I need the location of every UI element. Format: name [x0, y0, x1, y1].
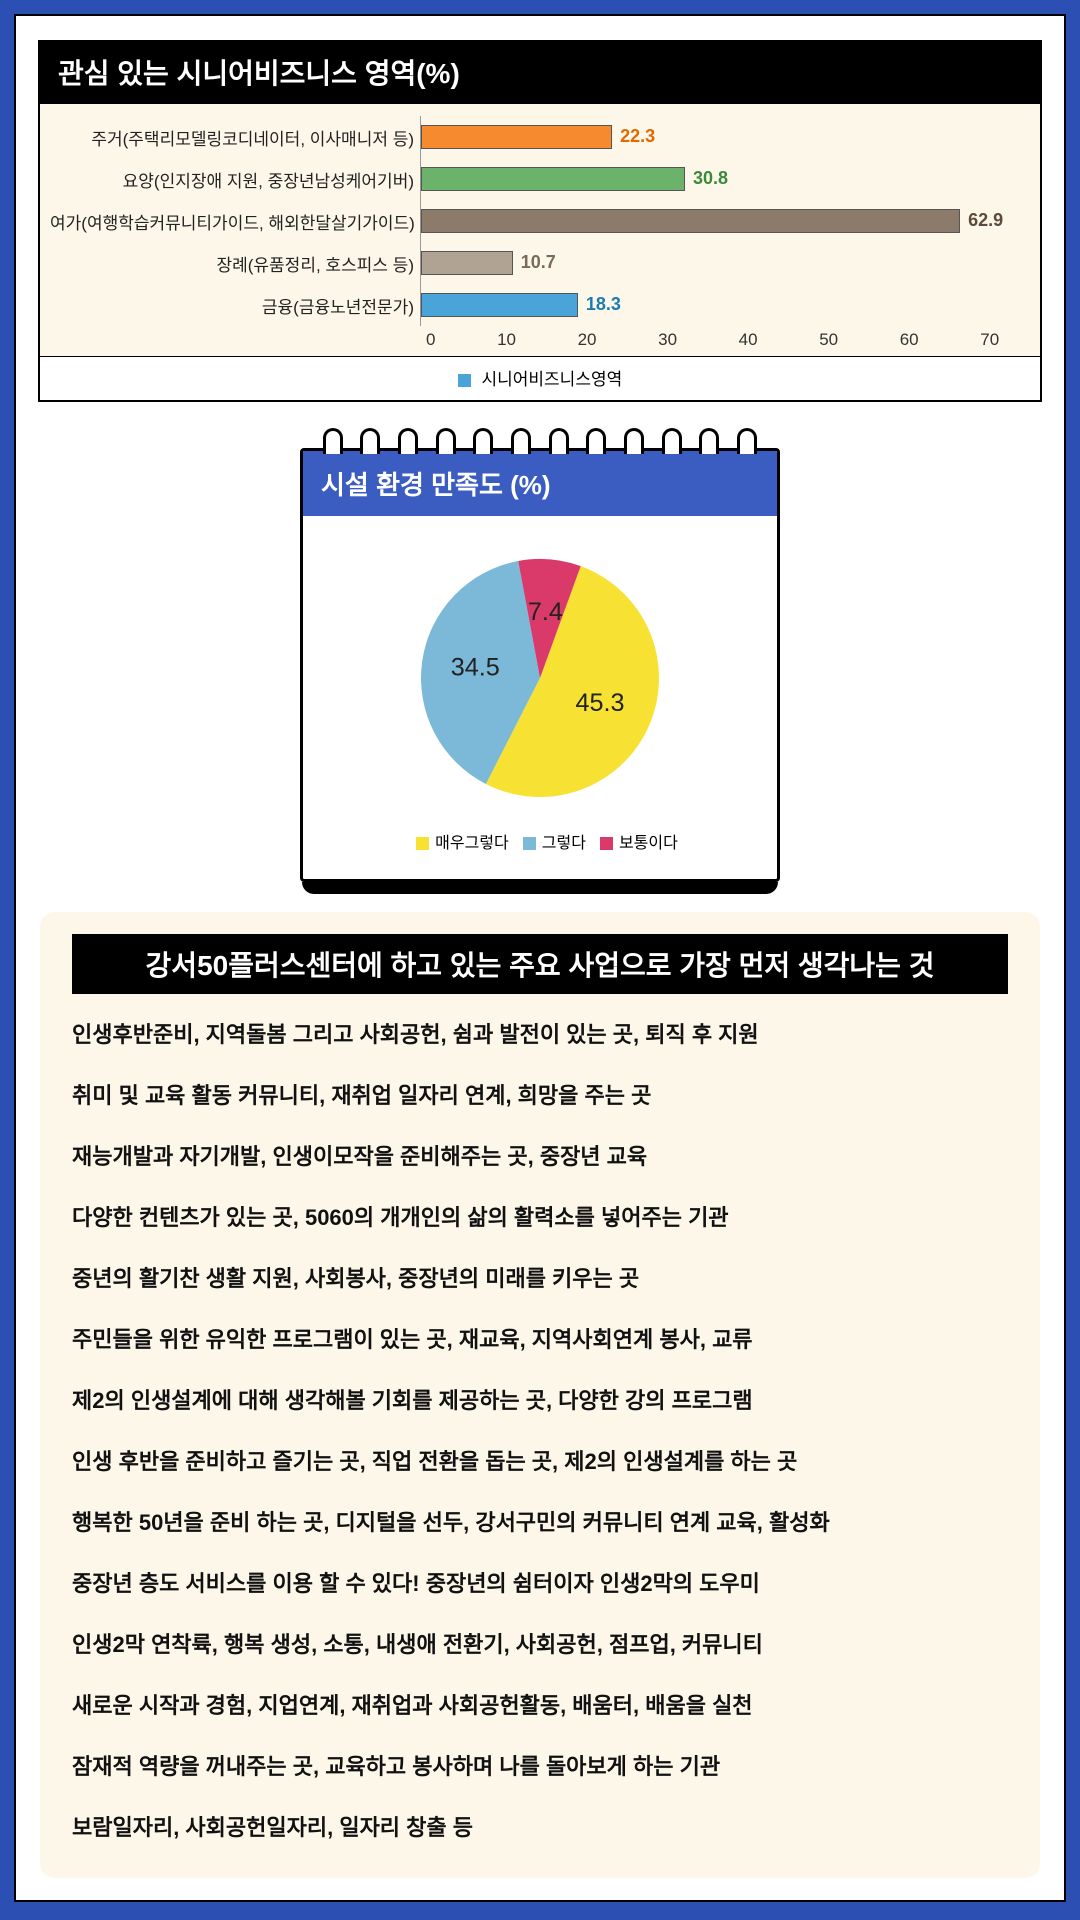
text-line: 재능개발과 자기개발, 인생이모작을 준비해주는 곳, 중장년 교육	[72, 1140, 1008, 1173]
bar-value-label: 62.9	[968, 210, 1003, 231]
binding-ring	[699, 428, 719, 454]
bar-x-tick: 10	[466, 330, 547, 350]
bar-chart-title: 관심 있는 시니어비즈니스 영역(%)	[40, 42, 1040, 102]
pie-svg: 45.3 34.5 7.4	[400, 538, 680, 818]
text-line: 새로운 시작과 경험, 지업연계, 재취업과 사회공헌활동, 배움터, 배움을 …	[72, 1689, 1008, 1722]
bar-rect	[421, 209, 960, 233]
text-line: 잠재적 역량을 꺼내주는 곳, 교육하고 봉사하며 나를 돌아보게 하는 기관	[72, 1750, 1008, 1783]
bar-category-label: 요양(인지장애 지원, 중장년남성케어기버)	[50, 167, 420, 192]
bar-row: 요양(인지장애 지원, 중장년남성케어기버) 30.8	[50, 158, 1030, 200]
legend-swatch	[600, 837, 613, 850]
bar-chart-body: 주거(주택리모델링코디네이터, 이사매니저 등) 22.3 요양(인지장애 지원, …	[40, 102, 1040, 356]
bar-value-label: 22.3	[620, 126, 655, 147]
bar-chart-legend: 시니어비즈니스영역	[40, 356, 1040, 400]
bar-row: 금융(금융노년전문가) 18.3	[50, 284, 1030, 326]
text-card: 강서50플러스센터에 하고 있는 주요 사업으로 가장 먼저 생각나는 것 인생…	[40, 912, 1040, 1878]
text-line: 주민들을 위한 유익한 프로그램이 있는 곳, 재교육, 지역사회연계 봉사, …	[72, 1323, 1008, 1356]
pie-notepad: 시설 환경 만족도 (%) 45.3 34.5 7.4 매우그렇다 그렇다 보통이다	[300, 422, 780, 894]
text-lines: 인생후반준비, 지역돌봄 그리고 사회공헌, 쉼과 발전이 있는 곳, 퇴직 후…	[72, 1018, 1008, 1844]
binding-ring	[737, 428, 757, 454]
text-line: 중년의 활기찬 생활 지원, 사회봉사, 중장년의 미래를 키우는 곳	[72, 1262, 1008, 1295]
text-line: 인생후반준비, 지역돌봄 그리고 사회공헌, 쉼과 발전이 있는 곳, 퇴직 후…	[72, 1018, 1008, 1051]
bar-x-tick: 50	[788, 330, 869, 350]
bar-rect	[421, 167, 685, 191]
text-line: 취미 및 교육 활동 커뮤니티, 재취업 일자리 연계, 희망을 주는 곳	[72, 1079, 1008, 1112]
notepad-shadow	[302, 882, 778, 894]
bar-value-label: 30.8	[693, 168, 728, 189]
pie-legend-label: 그렇다	[542, 835, 586, 852]
text-card-title: 강서50플러스센터에 하고 있는 주요 사업으로 가장 먼저 생각나는 것	[72, 934, 1008, 994]
pie-card: 시설 환경 만족도 (%) 45.3 34.5 7.4 매우그렇다 그렇다 보통이다	[300, 448, 780, 882]
pie-title: 시설 환경 만족도 (%)	[303, 451, 777, 516]
text-line: 인생2막 연착륙, 행복 생성, 소통, 내생애 전환기, 사회공헌, 점프업,…	[72, 1628, 1008, 1661]
pie-value-label: 7.4	[528, 598, 563, 626]
legend-swatch	[416, 837, 429, 850]
text-line: 행복한 50년을 준비 하는 곳, 디지털을 선두, 강서구민의 커뮤니티 연계…	[72, 1506, 1008, 1539]
bar-category-label: 여가(여행학습커뮤니티가이드, 해외한달살기가이드)	[50, 209, 420, 234]
bar-x-tick: 30	[627, 330, 708, 350]
binding-ring	[662, 428, 682, 454]
bar-rect	[421, 251, 513, 275]
pie-legend-label: 보통이다	[619, 835, 678, 852]
text-line: 중장년 층도 서비스를 이용 할 수 있다! 중장년의 쉼터이자 인생2막의 도…	[72, 1567, 1008, 1600]
bar-x-tick: 40	[708, 330, 789, 350]
binding-ring	[436, 428, 456, 454]
bar-track: 30.8	[420, 158, 1030, 200]
binding-ring	[360, 428, 380, 454]
text-line: 제2의 인생설계에 대해 생각해볼 기회를 제공하는 곳, 다양한 강의 프로그…	[72, 1384, 1008, 1417]
bar-category-label: 금융(금융노년전문가)	[50, 293, 420, 318]
text-line: 보람일자리, 사회공헌일자리, 일자리 창출 등	[72, 1811, 1008, 1844]
text-line: 다양한 컨텐츠가 있는 곳, 5060의 개개인의 삶의 활력소를 넣어주는 기…	[72, 1201, 1008, 1234]
text-line: 인생 후반을 준비하고 즐기는 곳, 직업 전환을 돕는 곳, 제2의 인생설계…	[72, 1445, 1008, 1478]
bar-row: 여가(여행학습커뮤니티가이드, 해외한달살기가이드) 62.9	[50, 200, 1030, 242]
bar-rect	[421, 293, 578, 317]
bar-track: 10.7	[420, 242, 1030, 284]
pie-legend-label: 매우그렇다	[435, 835, 509, 852]
bar-row: 장례(유품정리, 호스피스 등) 10.7	[50, 242, 1030, 284]
bar-category-label: 주거(주택리모델링코디네이터, 이사매니저 등)	[50, 125, 420, 150]
bar-category-label: 장례(유품정리, 호스피스 등)	[50, 251, 420, 276]
bar-chart-card: 관심 있는 시니어비즈니스 영역(%) 주거(주택리모델링코디네이터, 이사매니…	[38, 40, 1042, 402]
bar-rect	[421, 125, 612, 149]
bar-track: 22.3	[420, 116, 1030, 158]
binding-ring	[398, 428, 418, 454]
binding-ring	[323, 428, 343, 454]
pie-body: 45.3 34.5 7.4 매우그렇다 그렇다 보통이다	[303, 516, 777, 879]
legend-swatch	[523, 837, 536, 850]
bar-x-tick: 60	[869, 330, 950, 350]
bar-value-label: 18.3	[586, 294, 621, 315]
bar-track: 62.9	[420, 200, 1030, 242]
page-inner: 관심 있는 시니어비즈니스 영역(%) 주거(주택리모델링코디네이터, 이사매니…	[14, 14, 1066, 1902]
notepad-binding	[300, 422, 780, 448]
bar-x-axis: 010203040506070	[426, 326, 1030, 350]
binding-ring	[473, 428, 493, 454]
bar-value-label: 10.7	[521, 252, 556, 273]
binding-ring	[511, 428, 531, 454]
pie-legend: 매우그렇다 그렇다 보통이다	[303, 823, 777, 867]
binding-ring	[549, 428, 569, 454]
bar-track: 18.3	[420, 284, 1030, 326]
legend-swatch	[458, 374, 471, 387]
bar-x-tick: 0	[426, 330, 466, 350]
binding-ring	[586, 428, 606, 454]
bar-x-tick: 70	[949, 330, 1030, 350]
bar-row: 주거(주택리모델링코디네이터, 이사매니저 등) 22.3	[50, 116, 1030, 158]
pie-value-label: 34.5	[451, 654, 500, 682]
bar-x-tick: 20	[547, 330, 628, 350]
pie-value-label: 45.3	[576, 689, 625, 717]
bar-legend-label: 시니어비즈니스영역	[481, 370, 622, 389]
binding-ring	[624, 428, 644, 454]
